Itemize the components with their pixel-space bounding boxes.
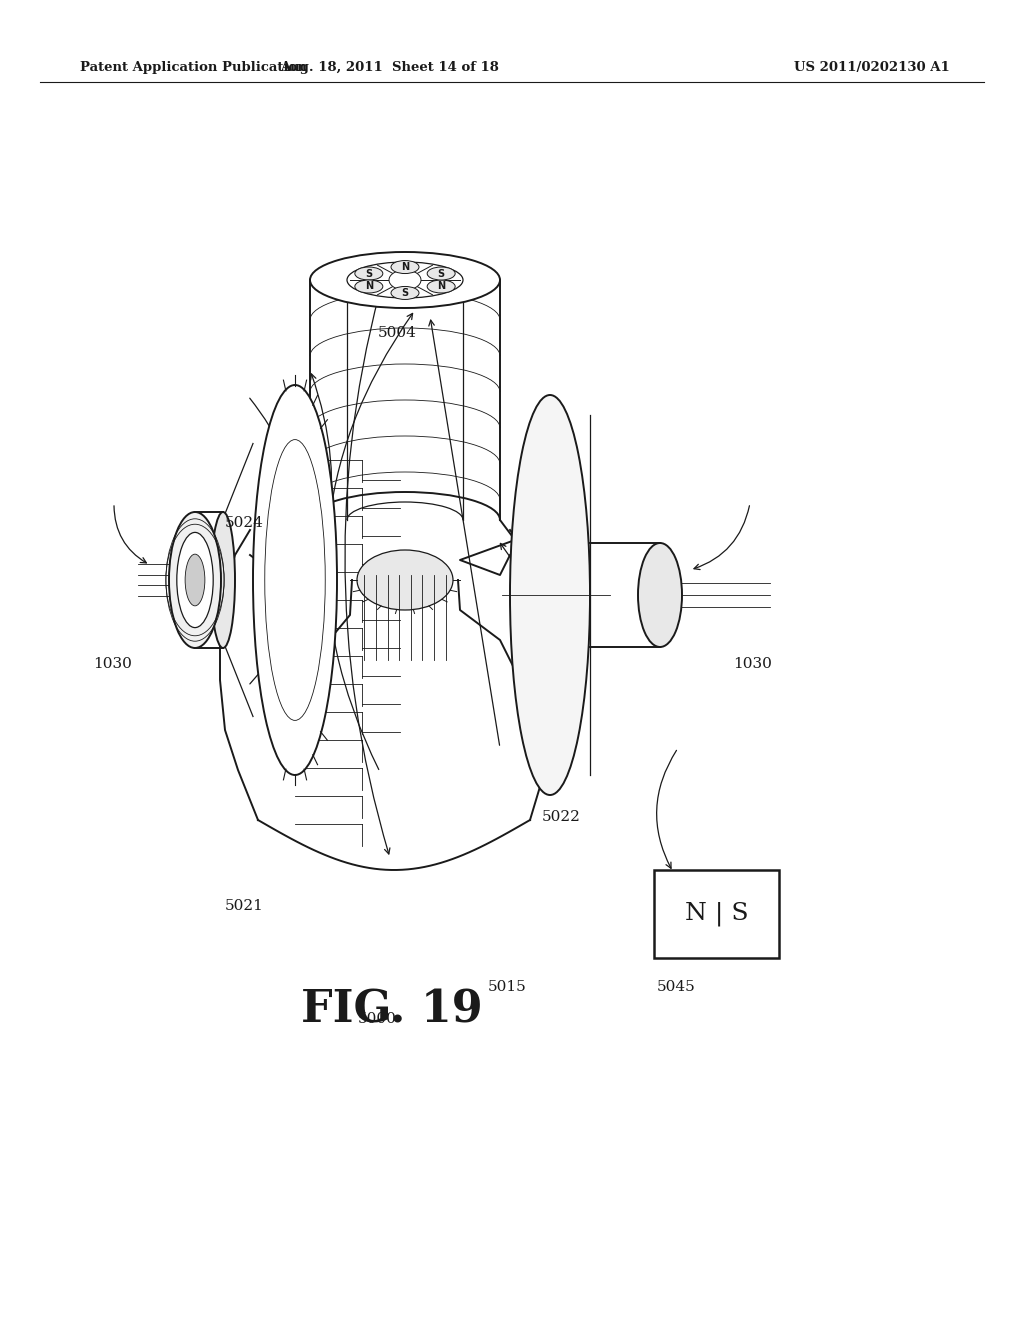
FancyBboxPatch shape — [654, 870, 779, 958]
Ellipse shape — [169, 512, 221, 648]
Text: S: S — [437, 268, 444, 279]
Ellipse shape — [391, 260, 419, 273]
Text: N | S: N | S — [685, 902, 749, 927]
Ellipse shape — [389, 271, 421, 290]
Ellipse shape — [310, 252, 500, 308]
Text: S: S — [366, 268, 373, 279]
Ellipse shape — [211, 512, 234, 648]
Ellipse shape — [185, 554, 205, 606]
Text: N: N — [401, 263, 409, 272]
Ellipse shape — [357, 550, 453, 610]
Ellipse shape — [391, 286, 419, 300]
Ellipse shape — [253, 385, 337, 775]
Text: S: S — [401, 288, 409, 298]
Text: N: N — [365, 281, 373, 292]
Text: 5022: 5022 — [542, 810, 581, 824]
Text: US 2011/0202130 A1: US 2011/0202130 A1 — [795, 62, 950, 74]
Text: Aug. 18, 2011  Sheet 14 of 18: Aug. 18, 2011 Sheet 14 of 18 — [281, 62, 500, 74]
Ellipse shape — [177, 532, 213, 627]
Ellipse shape — [427, 280, 455, 293]
Ellipse shape — [510, 395, 590, 795]
Text: 5021: 5021 — [224, 899, 263, 912]
Ellipse shape — [355, 267, 383, 280]
Text: 1030: 1030 — [733, 657, 772, 671]
Ellipse shape — [355, 280, 383, 293]
Text: 5000: 5000 — [357, 1012, 396, 1026]
Ellipse shape — [427, 267, 455, 280]
Ellipse shape — [347, 261, 463, 298]
Text: 5015: 5015 — [487, 981, 526, 994]
Text: 1030: 1030 — [93, 657, 132, 671]
Text: 5004: 5004 — [378, 326, 417, 339]
Text: Patent Application Publication: Patent Application Publication — [80, 62, 307, 74]
Text: 5045: 5045 — [656, 981, 695, 994]
Text: 5024: 5024 — [224, 516, 263, 529]
Text: FIG. 19: FIG. 19 — [301, 989, 482, 1031]
Ellipse shape — [638, 543, 682, 647]
Text: N: N — [437, 281, 445, 292]
